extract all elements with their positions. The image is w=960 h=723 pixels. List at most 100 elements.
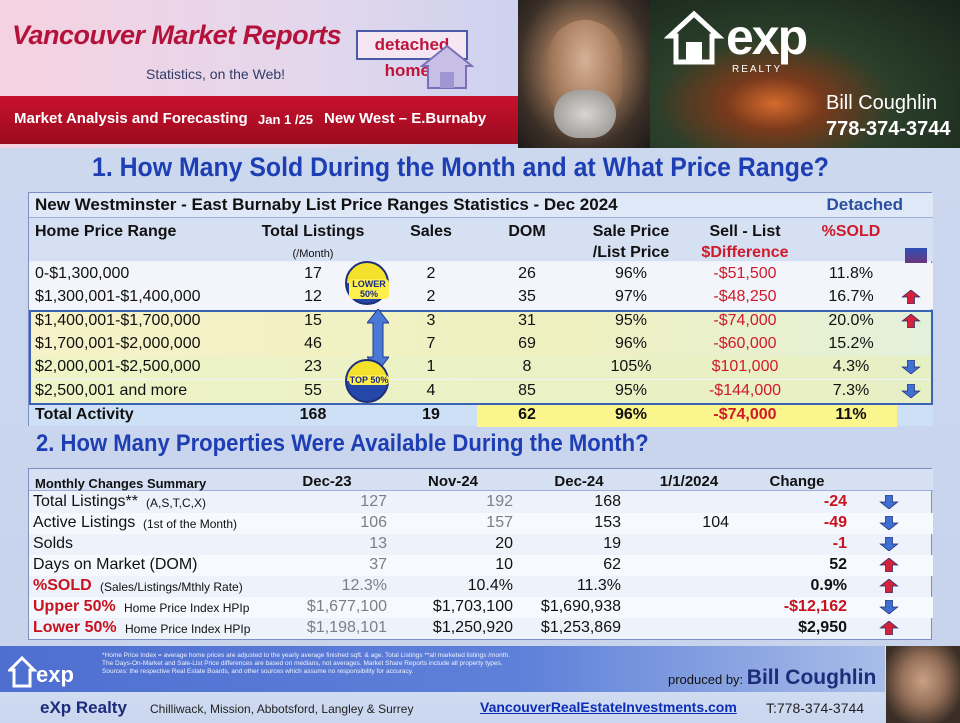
row-ratio: 97% bbox=[614, 288, 648, 306]
row-sold: 11.8% bbox=[828, 265, 874, 282]
header-banner: Vancouver Market Reports Statistics, on … bbox=[0, 0, 518, 148]
col-ratio: Sale Price /List Price bbox=[581, 221, 681, 263]
brand-title: Vancouver Market Reports bbox=[12, 20, 342, 50]
summary-dec23: $1,677,100 bbox=[306, 598, 387, 615]
total-label: Total Activity bbox=[35, 406, 134, 423]
summary-row: Active Listings (1st of the Month) 106 157 1… bbox=[29, 513, 933, 534]
row-range: $1,700,001-$2,000,000 bbox=[35, 334, 201, 352]
produced-label: produced by: bbox=[668, 672, 744, 687]
row-range: $2,500,001 and more bbox=[35, 381, 188, 399]
summary-nov24: $1,703,100 bbox=[432, 598, 513, 615]
lower-50-label: LOWER 50% bbox=[349, 279, 389, 299]
tagline: Statistics, on the Web! bbox=[146, 66, 286, 82]
summary-dec24: 62 bbox=[603, 556, 621, 573]
col-ratio-line1: Sale Price bbox=[592, 223, 670, 240]
section1-heading: 1. How Many Sold During the Month and at… bbox=[92, 152, 829, 182]
summary-dec24: $1,690,938 bbox=[540, 598, 621, 615]
property-type-badge: detached homes bbox=[356, 30, 468, 80]
summary-change: -24 bbox=[823, 493, 847, 510]
trend-up-arrow-icon bbox=[901, 313, 921, 328]
house-icon bbox=[420, 44, 474, 89]
row-ratio: 95% bbox=[614, 311, 648, 329]
trend-down-arrow-icon bbox=[901, 360, 921, 375]
row-dom: 26 bbox=[518, 265, 536, 282]
lower-50-badge: LOWER 50% bbox=[345, 261, 389, 305]
trend-down-arrow-icon bbox=[879, 516, 899, 530]
summary-jan2024: 104 bbox=[702, 514, 729, 531]
summary-dec24: 11.3% bbox=[576, 577, 621, 594]
row-range: $2,000,001-$2,500,000 bbox=[35, 358, 201, 376]
summary-sublabel: (1st of the Month) bbox=[143, 517, 238, 531]
row-sold: 15.2% bbox=[828, 334, 874, 352]
row-dom: 85 bbox=[518, 381, 536, 399]
exp-realty-sub: REALTY bbox=[732, 64, 783, 75]
exp-logo-text: exp bbox=[726, 9, 808, 65]
footer-exp-logo-icon: exp bbox=[8, 655, 74, 688]
row-diff: $101,000 bbox=[711, 358, 779, 376]
summary-sublabel: (A,S,T,C,X) bbox=[146, 496, 207, 510]
table-header: Home Price Range Total Listings (/Month)… bbox=[29, 217, 933, 284]
trend-up-arrow-icon bbox=[901, 290, 921, 305]
summary-row: Solds 13 20 19 -1 bbox=[29, 534, 933, 555]
top-50-label: TOP 50% bbox=[349, 375, 389, 385]
row-sold: 7.3% bbox=[832, 381, 870, 399]
summary-dec23: $1,198,101 bbox=[306, 619, 387, 636]
row-listings: 23 bbox=[304, 358, 322, 376]
row-sales: 2 bbox=[426, 265, 436, 282]
summary-label: Days on Market (DOM) bbox=[33, 556, 198, 573]
col-sales: Sales bbox=[410, 223, 452, 240]
summary-change: -$12,162 bbox=[783, 598, 847, 615]
row-dom: 8 bbox=[522, 358, 532, 376]
market-analysis-label: Market Analysis and Forecasting bbox=[14, 110, 248, 127]
trend-up-arrow-icon bbox=[879, 558, 899, 572]
summary-row: Upper 50% Home Price Index HPIp $1,677,100… bbox=[29, 597, 933, 618]
footer-banner: exp *Home Price Index = average home pri… bbox=[0, 646, 885, 692]
table-title-bar: New Westminster - East Burnaby List Pric… bbox=[29, 193, 933, 217]
report-area: New West – E.Burnaby bbox=[324, 110, 487, 127]
agent-name: Bill Coughlin bbox=[826, 92, 938, 114]
summary-change: 52 bbox=[829, 556, 847, 573]
footer-agent-photo bbox=[886, 646, 960, 723]
row-ratio: 105% bbox=[610, 358, 652, 376]
col-listings-label: Total Listings bbox=[261, 223, 365, 240]
col-ratio-line2: /List Price bbox=[592, 244, 670, 261]
summary-label: Total Listings** bbox=[33, 493, 138, 510]
total-dom: 62 bbox=[518, 406, 536, 423]
row-sales: 1 bbox=[426, 358, 436, 376]
summary-nov24: 192 bbox=[486, 493, 513, 510]
summary-change: $2,950 bbox=[798, 619, 847, 636]
row-dom: 31 bbox=[518, 311, 536, 329]
svg-text:exp: exp bbox=[36, 662, 74, 687]
row-sales: 3 bbox=[426, 311, 436, 329]
summary-dec24: $1,253,869 bbox=[540, 619, 621, 636]
summary-label: %SOLD bbox=[33, 577, 92, 594]
col-nov24: Nov-24 bbox=[427, 473, 479, 490]
summary-label: Upper 50% bbox=[33, 598, 116, 615]
summary-nov24: $1,250,920 bbox=[432, 619, 513, 636]
row-dom: 35 bbox=[518, 288, 536, 306]
summary-change: -49 bbox=[823, 514, 847, 531]
summary-nov24: 157 bbox=[486, 514, 513, 531]
summary-dec23: 13 bbox=[369, 535, 387, 552]
row-dom: 69 bbox=[518, 334, 536, 352]
disclaimer-line2: The Days-On-Market and Sale-List Price d… bbox=[102, 660, 503, 667]
summary-row: Total Listings** (A,S,T,C,X) 127 192 168 -24 bbox=[29, 492, 933, 513]
row-diff: -$48,250 bbox=[713, 288, 777, 306]
total-ratio: 96% bbox=[614, 406, 648, 423]
row-sales: 2 bbox=[426, 288, 436, 306]
row-range: $1,300,001-$1,400,000 bbox=[35, 288, 201, 306]
website-link[interactable]: VancouverRealEstateInvestments.com bbox=[480, 699, 737, 715]
trend-up-arrow-icon bbox=[879, 621, 899, 635]
row-listings: 12 bbox=[304, 288, 322, 306]
koi-background-image bbox=[650, 0, 960, 148]
monthly-summary-table: Monthly Changes Summary Dec-23 Nov-24 De… bbox=[28, 468, 933, 640]
total-sold: 11% bbox=[835, 406, 867, 423]
row-sold: 4.3% bbox=[832, 358, 870, 376]
col-diff-line2: $Difference bbox=[701, 244, 789, 261]
summary-label: Solds bbox=[33, 535, 74, 552]
summary-nov24: 20 bbox=[495, 535, 513, 552]
row-sales: 4 bbox=[426, 381, 436, 399]
table-type: Detached bbox=[826, 195, 903, 214]
summary-change: -1 bbox=[832, 535, 847, 552]
table-title: New Westminster - East Burnaby List Pric… bbox=[35, 195, 618, 214]
